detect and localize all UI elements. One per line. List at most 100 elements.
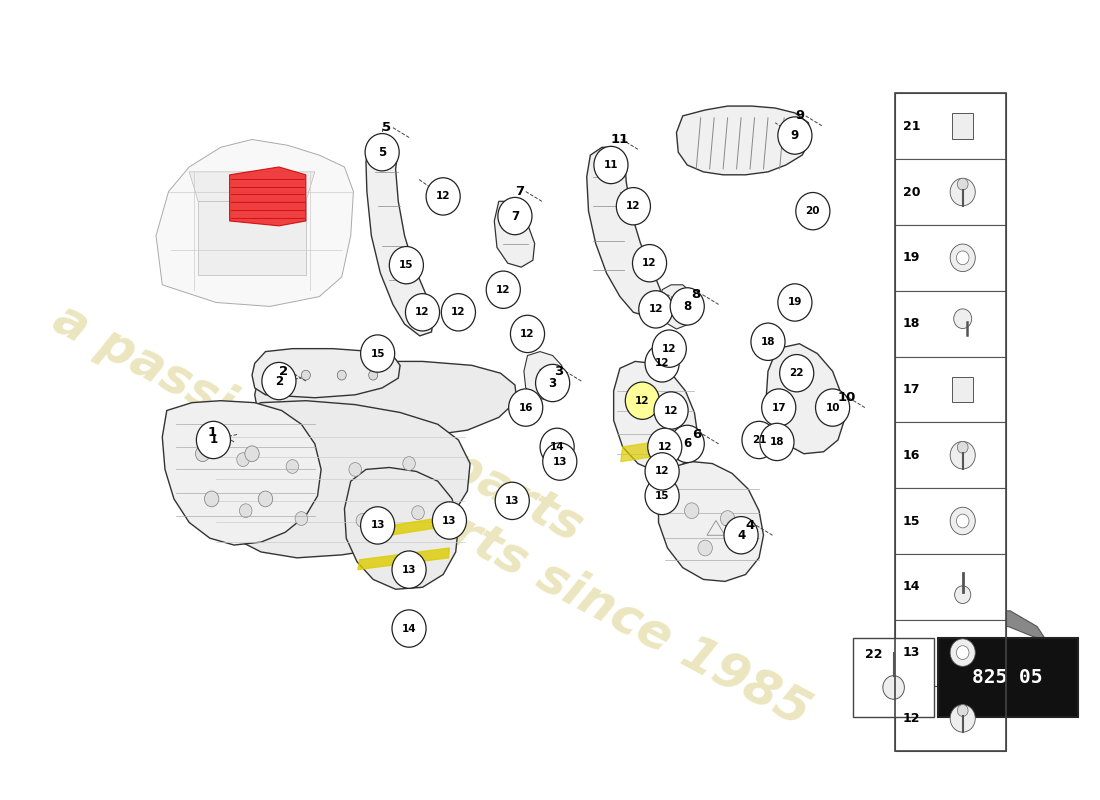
Text: 15: 15 bbox=[654, 491, 670, 501]
Circle shape bbox=[645, 345, 679, 382]
Text: 20: 20 bbox=[903, 186, 921, 198]
FancyBboxPatch shape bbox=[952, 114, 974, 139]
Circle shape bbox=[698, 540, 713, 556]
Circle shape bbox=[389, 246, 424, 284]
Text: 12: 12 bbox=[649, 304, 663, 314]
Text: 13: 13 bbox=[371, 521, 385, 530]
Text: 14: 14 bbox=[402, 623, 417, 634]
Circle shape bbox=[258, 491, 273, 506]
Text: 15: 15 bbox=[903, 514, 921, 527]
Circle shape bbox=[275, 370, 284, 380]
Text: 2: 2 bbox=[279, 365, 288, 378]
Circle shape bbox=[365, 134, 399, 171]
Circle shape bbox=[724, 517, 758, 554]
Circle shape bbox=[751, 323, 785, 361]
FancyBboxPatch shape bbox=[854, 638, 934, 717]
Circle shape bbox=[616, 187, 650, 225]
FancyBboxPatch shape bbox=[895, 686, 1005, 751]
Text: 12: 12 bbox=[662, 344, 676, 354]
Circle shape bbox=[411, 506, 425, 519]
Circle shape bbox=[956, 646, 969, 659]
Polygon shape bbox=[202, 401, 470, 558]
Text: 13: 13 bbox=[442, 515, 456, 526]
Circle shape bbox=[957, 442, 968, 454]
Polygon shape bbox=[344, 467, 459, 590]
Circle shape bbox=[361, 506, 395, 544]
Polygon shape bbox=[788, 362, 838, 437]
Circle shape bbox=[205, 491, 219, 506]
Circle shape bbox=[432, 502, 466, 539]
Circle shape bbox=[883, 676, 904, 699]
Polygon shape bbox=[230, 167, 306, 226]
Text: 7: 7 bbox=[510, 210, 519, 222]
Text: 13: 13 bbox=[903, 646, 921, 659]
Text: 17: 17 bbox=[903, 383, 921, 396]
Text: 17: 17 bbox=[771, 402, 786, 413]
Circle shape bbox=[720, 510, 735, 526]
Polygon shape bbox=[156, 139, 353, 306]
Text: 12: 12 bbox=[496, 285, 510, 294]
Polygon shape bbox=[366, 141, 434, 336]
Circle shape bbox=[670, 426, 704, 462]
Circle shape bbox=[639, 290, 673, 328]
Text: 20: 20 bbox=[805, 206, 821, 216]
Text: 21: 21 bbox=[903, 120, 921, 133]
Circle shape bbox=[670, 288, 704, 325]
Text: ecosparts
a passion for parts since 1985: ecosparts a passion for parts since 1985 bbox=[45, 246, 845, 736]
Polygon shape bbox=[358, 548, 450, 570]
Polygon shape bbox=[372, 516, 454, 538]
Circle shape bbox=[510, 315, 544, 353]
Circle shape bbox=[955, 586, 971, 603]
Text: 19: 19 bbox=[903, 251, 921, 264]
Circle shape bbox=[498, 198, 532, 234]
Text: 9: 9 bbox=[795, 110, 804, 122]
Circle shape bbox=[197, 422, 231, 458]
Text: 1: 1 bbox=[209, 434, 218, 446]
Text: 12: 12 bbox=[903, 712, 921, 725]
Circle shape bbox=[392, 551, 426, 588]
Circle shape bbox=[426, 178, 460, 215]
Polygon shape bbox=[676, 106, 811, 175]
Circle shape bbox=[338, 370, 346, 380]
Circle shape bbox=[495, 482, 529, 519]
Circle shape bbox=[652, 330, 686, 367]
Circle shape bbox=[950, 639, 976, 666]
Text: 12: 12 bbox=[635, 396, 650, 406]
Circle shape bbox=[950, 244, 976, 271]
Circle shape bbox=[760, 423, 794, 461]
Text: 12: 12 bbox=[436, 191, 450, 202]
Text: 18: 18 bbox=[761, 337, 776, 346]
Text: 13: 13 bbox=[552, 457, 568, 466]
Circle shape bbox=[508, 389, 542, 426]
Polygon shape bbox=[198, 202, 306, 275]
Polygon shape bbox=[620, 437, 688, 462]
Circle shape bbox=[486, 271, 520, 308]
Circle shape bbox=[742, 422, 777, 458]
Circle shape bbox=[957, 178, 968, 190]
Circle shape bbox=[625, 382, 659, 419]
Circle shape bbox=[684, 503, 699, 518]
Text: 13: 13 bbox=[505, 496, 519, 506]
Polygon shape bbox=[659, 462, 763, 582]
Circle shape bbox=[403, 457, 416, 470]
Circle shape bbox=[645, 478, 679, 514]
FancyBboxPatch shape bbox=[895, 94, 1005, 159]
Text: 3: 3 bbox=[554, 365, 563, 378]
Circle shape bbox=[761, 389, 795, 426]
Text: 22: 22 bbox=[865, 648, 882, 661]
Text: 825 05: 825 05 bbox=[972, 668, 1043, 687]
Text: 18: 18 bbox=[903, 317, 921, 330]
FancyBboxPatch shape bbox=[895, 554, 1005, 620]
FancyBboxPatch shape bbox=[895, 422, 1005, 488]
Text: 1: 1 bbox=[207, 426, 217, 438]
Text: 11: 11 bbox=[610, 133, 629, 146]
Circle shape bbox=[286, 460, 299, 474]
FancyBboxPatch shape bbox=[895, 159, 1005, 225]
Text: 12: 12 bbox=[658, 442, 672, 452]
Text: 12: 12 bbox=[642, 258, 657, 268]
Text: 12: 12 bbox=[654, 466, 670, 477]
Text: 10: 10 bbox=[838, 391, 857, 404]
FancyBboxPatch shape bbox=[895, 620, 1005, 686]
Circle shape bbox=[295, 512, 308, 526]
Circle shape bbox=[236, 453, 250, 466]
